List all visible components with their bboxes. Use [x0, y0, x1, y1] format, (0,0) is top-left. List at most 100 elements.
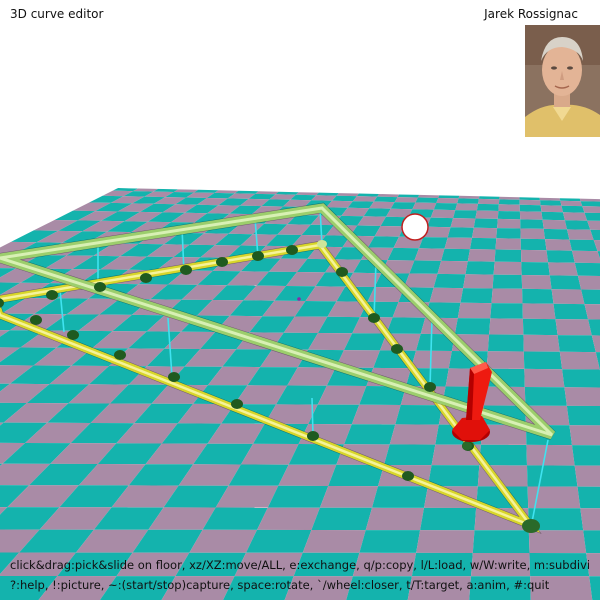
floor-tile — [427, 465, 480, 487]
vertex-ball[interactable] — [30, 315, 42, 325]
floor-tile — [574, 465, 600, 487]
floor-tile — [128, 256, 174, 271]
floor-tile — [384, 444, 436, 466]
floor-tile — [486, 351, 525, 369]
vertex-ball[interactable] — [114, 350, 126, 360]
floor-tile — [124, 211, 163, 222]
floor-tile — [498, 204, 520, 212]
floor-tile — [93, 243, 139, 257]
floor-tile — [377, 194, 400, 198]
vertex-ball[interactable] — [216, 257, 228, 267]
curve-vertices[interactable] — [0, 240, 540, 533]
floor-tile — [144, 191, 174, 198]
floor-tile — [580, 508, 600, 531]
floor-tile — [347, 201, 374, 209]
vertex-ball[interactable] — [252, 251, 264, 261]
vertex-ball[interactable] — [140, 273, 152, 283]
floor-tile — [319, 486, 378, 508]
vertex-ball[interactable] — [462, 442, 472, 450]
floor-tile — [148, 507, 216, 530]
floor-tile — [551, 289, 585, 305]
floor-tile — [344, 424, 396, 445]
floor-tile — [165, 192, 195, 198]
target-ball[interactable] — [401, 213, 429, 241]
floor-tile — [587, 220, 600, 231]
vertex-ball[interactable] — [231, 399, 243, 409]
floor-tile — [527, 486, 581, 509]
floor-tile — [147, 212, 185, 223]
floor-tile — [441, 248, 470, 262]
floor-tile — [181, 284, 227, 300]
author-name: Jarek Rossignac — [484, 7, 578, 21]
floor-tile — [363, 208, 391, 217]
vertex-ball[interactable] — [168, 372, 180, 382]
floor-tile — [150, 284, 198, 300]
floor-tile — [318, 316, 360, 334]
floor-tile — [247, 367, 298, 386]
floor-tile — [59, 485, 129, 508]
vertex-ball[interactable] — [180, 265, 192, 275]
floor-tile — [117, 203, 154, 212]
floor-tile — [302, 530, 366, 553]
floor-tile — [529, 553, 590, 577]
vertex-ball-top[interactable] — [317, 240, 327, 248]
vertex-ball[interactable] — [368, 313, 380, 323]
drop-line — [59, 289, 65, 333]
floor-tile — [196, 198, 228, 206]
vertex-ball[interactable] — [336, 267, 348, 277]
floor-tile — [423, 226, 451, 238]
vertex-ball-selected[interactable] — [522, 519, 540, 533]
vertex-ball[interactable] — [402, 471, 414, 481]
floor-tile — [540, 200, 562, 206]
floor-tile — [519, 211, 543, 220]
floor-tile — [164, 331, 216, 349]
floor-tile — [228, 464, 289, 486]
floor-tile — [0, 422, 48, 443]
red-arrow-pointer[interactable] — [452, 362, 492, 442]
floor-tile — [372, 486, 428, 508]
floor-tile — [0, 463, 51, 486]
floor-tile — [161, 423, 222, 444]
vertex-ball[interactable] — [391, 344, 403, 354]
floor-tile — [175, 552, 246, 577]
floor-tile — [561, 205, 585, 213]
floor-tile — [93, 507, 164, 530]
floor-tile — [252, 223, 288, 235]
floor-tile — [146, 244, 190, 257]
vertex-ball[interactable] — [67, 330, 79, 340]
floor-tile — [590, 229, 600, 241]
floor-tile — [178, 464, 241, 486]
drop-line — [319, 207, 323, 246]
floor-tile — [395, 405, 443, 425]
floor-tile — [433, 273, 466, 289]
floor-tile — [240, 198, 270, 207]
drop-lines — [59, 207, 549, 523]
floor-tile — [68, 384, 129, 404]
floor-tile — [49, 365, 109, 385]
floor-tile — [519, 197, 540, 201]
floor-tile — [229, 205, 262, 215]
floor-tile — [437, 260, 468, 275]
vertex-ball[interactable] — [307, 431, 319, 441]
drop-line — [311, 397, 314, 437]
floor-tile — [168, 270, 213, 285]
green-control-segment-highlight — [0, 206, 554, 437]
vertex-ball[interactable] — [286, 245, 298, 255]
floor-tile — [193, 443, 253, 465]
floor-tile — [240, 234, 278, 246]
control-polygon[interactable] — [0, 202, 556, 440]
floor-tile — [249, 316, 295, 333]
vertex-ball[interactable] — [46, 290, 58, 300]
floor-tile — [412, 202, 437, 210]
floor-tile — [212, 285, 257, 301]
floor-tile — [44, 314, 100, 331]
vertex-ball[interactable] — [0, 298, 4, 308]
floor-tile — [33, 347, 93, 366]
vertex-ball[interactable] — [424, 382, 436, 392]
floor-tile — [457, 198, 479, 204]
floor-tile — [283, 316, 328, 333]
floor-tile — [495, 238, 521, 250]
vertex-ball[interactable] — [94, 282, 106, 292]
floor-tile — [316, 192, 339, 196]
